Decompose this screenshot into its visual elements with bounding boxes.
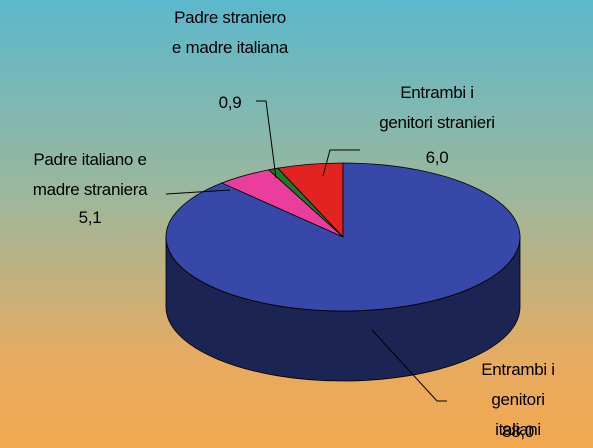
leader-line <box>256 100 277 179</box>
pie-slice <box>165 162 521 312</box>
leader-line <box>322 149 360 177</box>
value-label: 5,1 <box>78 208 102 227</box>
leader-line <box>165 189 231 195</box>
slice-label: Entrambi i genitori stranieri <box>379 83 495 132</box>
slice-label: Padre italiano e madre straniera <box>32 150 148 199</box>
value-label: 88,0 <box>502 422 534 441</box>
slice-label: Padre straniero e madre italiana <box>171 8 289 57</box>
value-label: 6,0 <box>425 148 449 167</box>
slice-label: Entrambi i genitori italiani <box>481 360 555 439</box>
value-label: 0,9 <box>218 93 242 112</box>
leader-line <box>371 329 447 402</box>
